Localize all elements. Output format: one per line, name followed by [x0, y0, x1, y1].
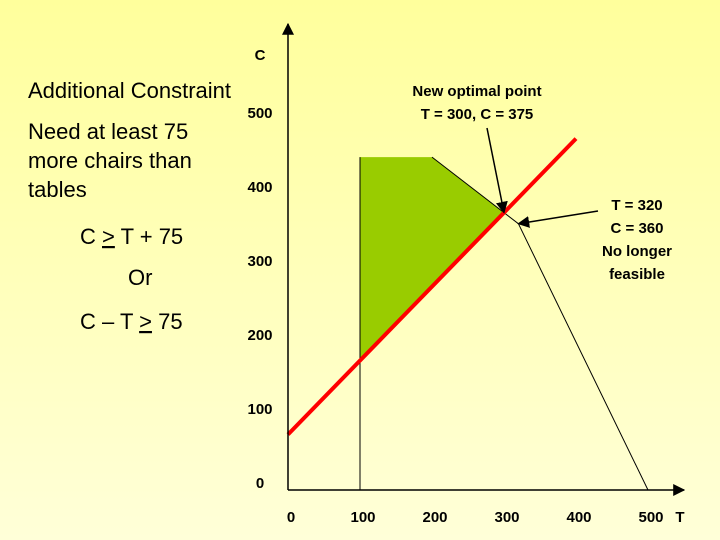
constraint-part: T + 75: [115, 224, 183, 249]
annotation-text: New optimal point: [412, 83, 541, 100]
y-axis-label: C: [255, 47, 266, 64]
annotation-text: feasible: [609, 266, 665, 283]
constraint-alt: C – T > 75: [80, 309, 183, 334]
description-line: Need at least 75: [28, 119, 188, 144]
constraint-symbol: >: [139, 309, 152, 334]
annotation-text: No longer: [602, 243, 672, 260]
y-tick-label: 500: [247, 105, 272, 122]
x-tick-label: 500: [638, 509, 663, 526]
x-tick-label: 100: [350, 509, 375, 526]
y-tick-label: 200: [247, 327, 272, 344]
annotation-text: T = 320: [611, 197, 662, 214]
x-axis-label: T: [675, 509, 684, 526]
y-tick-label: 100: [247, 401, 272, 418]
constraint-part: C: [80, 224, 102, 249]
constraint: C > T + 75: [80, 224, 183, 249]
annotation-arrow: [486, 127, 508, 214]
description-line: more chairs than: [28, 148, 192, 173]
x-tick-label: 0: [287, 509, 295, 526]
x-tick-label: 400: [566, 509, 591, 526]
new-constraint-line: [286, 137, 578, 436]
x-tick-label: 200: [422, 509, 447, 526]
constraint-part: C – T: [80, 309, 139, 334]
constraint-part: 75: [152, 309, 183, 334]
description-line: tables: [28, 177, 87, 202]
annotation-text: T = 300, C = 375: [421, 106, 534, 123]
annotation-arrow: [517, 210, 599, 228]
connector: Or: [128, 265, 152, 290]
y-tick-label: 300: [247, 253, 272, 270]
x-tick-label: 300: [494, 509, 519, 526]
annotation-text: C = 360: [611, 220, 664, 237]
constraint-symbol: >: [102, 224, 115, 249]
feasible-region: [360, 157, 504, 361]
y-tick-label: 400: [247, 179, 272, 196]
heading: Additional Constraint: [28, 78, 231, 103]
y-tick-label: 0: [256, 475, 264, 492]
